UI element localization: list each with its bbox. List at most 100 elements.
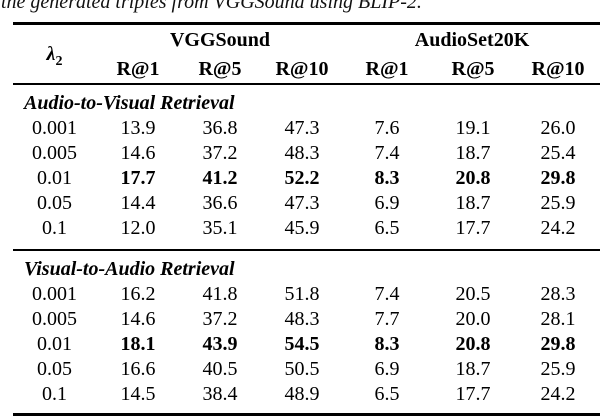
cell-value: 12.0: [120, 217, 156, 239]
lambda-value: 0.01: [37, 167, 72, 189]
cell-value: 18.7: [455, 358, 491, 380]
cell-value: 41.2: [202, 167, 238, 189]
cell-value: 38.4: [202, 383, 238, 405]
table-header: λ2 VGGSound AudioSet20K R@1 R@5 R@10 R@1…: [13, 24, 601, 85]
cell-value: 48.3: [284, 308, 320, 330]
table-row: 0.001 13.9 36.8 47.3 7.6 19.1 26.0: [13, 116, 600, 141]
cell-value: 7.4: [374, 142, 400, 164]
lambda-value: 0.005: [32, 308, 77, 330]
cell-value: 24.2: [540, 383, 576, 405]
section-title: Visual-to-Audio Retrieval: [24, 258, 235, 280]
cell-value: 25.9: [540, 192, 576, 214]
cell-value: 47.3: [284, 117, 320, 139]
lambda-value: 0.05: [37, 358, 72, 380]
cell-value: 14.6: [120, 308, 156, 330]
lambda-symbol: λ: [46, 42, 56, 65]
lambda-subscript: 2: [55, 53, 63, 69]
table-row: 0.005 14.6 37.2 48.3 7.4 18.7 25.4: [13, 141, 600, 166]
cell-value: 20.0: [455, 308, 491, 330]
cell-value: 7.7: [374, 308, 400, 330]
section-title-row: Audio-to-Visual Retrieval: [13, 84, 600, 116]
section-title: Audio-to-Visual Retrieval: [24, 92, 235, 114]
cell-value: 48.9: [284, 383, 320, 405]
subheader-vgg-r5: R@5: [198, 57, 242, 80]
cell-value: 25.9: [540, 358, 576, 380]
cell-value: 6.5: [374, 217, 400, 239]
cell-value: 8.3: [374, 167, 400, 189]
results-table: λ2 VGGSound AudioSet20K R@1 R@5 R@10 R@1…: [13, 22, 601, 416]
cell-value: 8.3: [374, 333, 400, 355]
lambda-value: 0.001: [32, 117, 77, 139]
lambda-value: 0.1: [42, 383, 67, 405]
cell-value: 20.8: [455, 333, 491, 355]
table-row: 0.05 14.4 36.6 47.3 6.9 18.7 25.9: [13, 191, 600, 216]
subheader-as-r1: R@1: [365, 57, 409, 80]
table-row: 0.005 14.6 37.2 48.3 7.7 20.0 28.1: [13, 307, 600, 332]
subheader-vgg-r1: R@1: [116, 57, 160, 80]
table-row: 0.1 14.5 38.4 48.9 6.5 17.7 24.2: [13, 382, 600, 415]
cell-value: 17.7: [455, 383, 491, 405]
cell-value: 6.5: [374, 383, 400, 405]
cell-value: 20.8: [455, 167, 491, 189]
cell-value: 7.6: [374, 117, 400, 139]
table-row: 0.001 16.2 41.8 51.8 7.4 20.5 28.3: [13, 282, 600, 307]
section-audio-to-visual: Audio-to-Visual Retrieval 0.001 13.9 36.…: [13, 84, 601, 250]
group-header-audioset20k: AudioSet20K: [414, 28, 530, 51]
cell-value: 36.8: [202, 117, 238, 139]
lambda-value: 0.1: [42, 217, 67, 239]
cell-value: 18.7: [455, 192, 491, 214]
cell-value: 28.3: [540, 283, 576, 305]
cell-value: 25.4: [540, 142, 576, 164]
cell-value: 17.7: [455, 217, 491, 239]
lambda-value: 0.01: [37, 333, 72, 355]
table-row: 0.05 16.6 40.5 50.5 6.9 18.7 25.9: [13, 357, 600, 382]
section-title-row: Visual-to-Audio Retrieval: [13, 250, 600, 282]
cell-value: 29.8: [540, 167, 576, 189]
cell-value: 16.2: [120, 283, 156, 305]
cell-value: 14.5: [120, 383, 156, 405]
cell-value: 19.1: [455, 117, 491, 139]
cell-value: 20.5: [455, 283, 491, 305]
cell-value: 47.3: [284, 192, 320, 214]
cell-value: 40.5: [202, 358, 238, 380]
cell-value: 29.8: [540, 333, 576, 355]
cell-value: 16.6: [120, 358, 156, 380]
table-row: 0.1 12.0 35.1 45.9 6.5 17.7 24.2: [13, 216, 600, 250]
table-caption: the generated triples from VGGSound usin…: [1, 0, 422, 13]
cell-value: 54.5: [284, 333, 320, 355]
cell-value: 35.1: [202, 217, 238, 239]
cell-value: 36.6: [202, 192, 238, 214]
table-row-best: 0.01 18.1 43.9 54.5 8.3 20.8 29.8: [13, 332, 600, 357]
cell-value: 6.9: [374, 192, 400, 214]
cell-value: 51.8: [284, 283, 320, 305]
lambda-column-header: λ2: [13, 24, 96, 85]
cell-value: 14.6: [120, 142, 156, 164]
cell-value: 13.9: [120, 117, 156, 139]
cell-value: 14.4: [120, 192, 156, 214]
cell-value: 41.8: [202, 283, 238, 305]
cell-value: 37.2: [202, 308, 238, 330]
subheader-as-r5: R@5: [451, 57, 495, 80]
cell-value: 7.4: [374, 283, 400, 305]
cell-value: 18.1: [120, 333, 156, 355]
cell-value: 6.9: [374, 358, 400, 380]
cell-value: 50.5: [284, 358, 320, 380]
cell-value: 17.7: [120, 167, 156, 189]
lambda-value: 0.005: [32, 142, 77, 164]
cell-value: 48.3: [284, 142, 320, 164]
group-header-vggsound: VGGSound: [169, 28, 271, 51]
table-row-best: 0.01 17.7 41.2 52.2 8.3 20.8 29.8: [13, 166, 600, 191]
cell-value: 28.1: [540, 308, 576, 330]
cell-value: 52.2: [284, 167, 320, 189]
subheader-as-r10: R@10: [531, 57, 585, 80]
cell-value: 43.9: [202, 333, 238, 355]
cell-value: 26.0: [540, 117, 576, 139]
lambda-value: 0.001: [32, 283, 77, 305]
cell-value: 18.7: [455, 142, 491, 164]
lambda-value: 0.05: [37, 192, 72, 214]
subheader-vgg-r10: R@10: [275, 57, 329, 80]
cell-value: 24.2: [540, 217, 576, 239]
cell-value: 45.9: [284, 217, 320, 239]
section-visual-to-audio: Visual-to-Audio Retrieval 0.001 16.2 41.…: [13, 250, 600, 415]
